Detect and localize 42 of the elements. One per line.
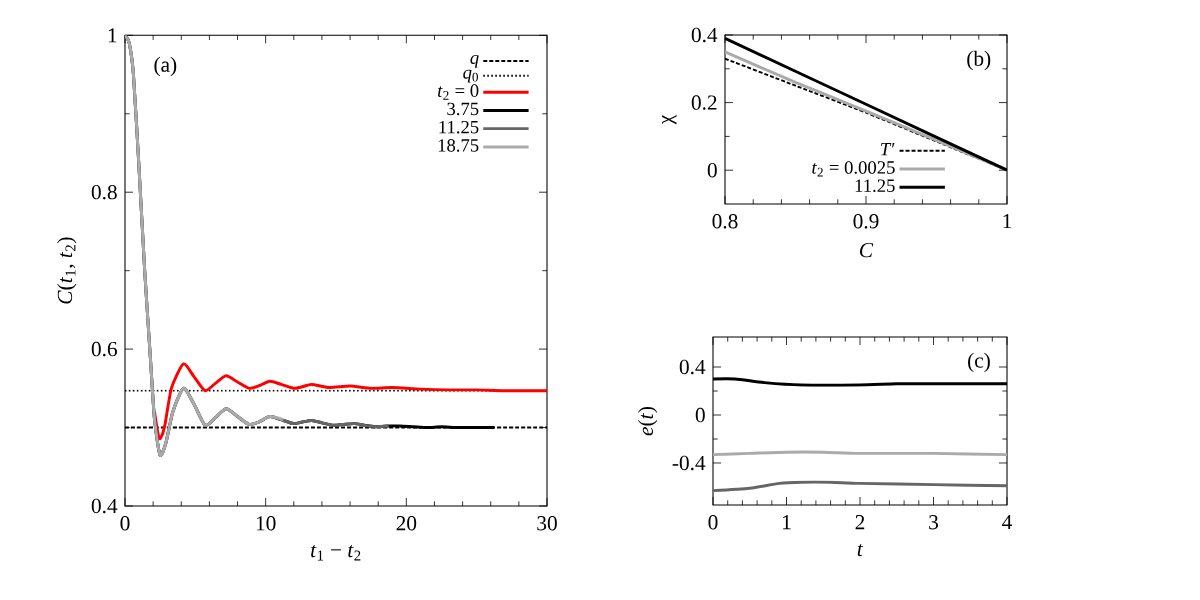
legend-label: q$_{0}$ bbox=[463, 69, 478, 83]
annotation: (b) bbox=[967, 50, 991, 71]
x-tick-label: 30 bbox=[537, 516, 557, 531]
y-tick-label: 1 bbox=[108, 28, 117, 43]
y-tick-label: -0.4 bbox=[672, 455, 706, 471]
y-tick-label: 0.4 bbox=[91, 498, 118, 514]
x-tick-label: 20 bbox=[396, 516, 417, 531]
x-tick-label: 1 bbox=[1003, 214, 1012, 229]
y-tick-label: 0.4 bbox=[679, 359, 706, 375]
legend-label: 11.25 bbox=[439, 120, 479, 134]
x-axis-title: C bbox=[859, 243, 874, 258]
y-tick-label: 0.6 bbox=[91, 341, 117, 357]
y-tick-label: 0.2 bbox=[691, 95, 717, 110]
y-axis-title: C(t$_{1}$, t$_{2}$) bbox=[57, 237, 77, 304]
x-tick-label: 0.8 bbox=[712, 214, 738, 229]
x-tick-label: 0.9 bbox=[853, 214, 879, 229]
x-tick-label: 1 bbox=[783, 515, 791, 530]
legend-label: T′ bbox=[881, 143, 895, 156]
y-tick-label: 0.4 bbox=[691, 27, 718, 43]
x-axis-title: t$_{1}$ − t$_{2}$ bbox=[311, 544, 361, 561]
legend-label: 18.75 bbox=[438, 139, 479, 152]
x-tick-label: 4 bbox=[1002, 515, 1012, 530]
x-tick-label: 2 bbox=[855, 515, 865, 530]
x-tick-label: 0 bbox=[120, 516, 130, 531]
line-series bbox=[125, 35, 285, 457]
y-tick-label: 0.8 bbox=[91, 184, 117, 200]
legend-label: 3.75 bbox=[447, 102, 479, 116]
line-series bbox=[153, 362, 547, 440]
line-series bbox=[713, 480, 1007, 493]
x-axis-title: t bbox=[857, 543, 864, 557]
legend-label: t$_{2}$ = 0.0025 bbox=[812, 161, 895, 177]
legend-label: 11.25 bbox=[855, 179, 895, 193]
annotation: (a) bbox=[154, 56, 177, 77]
y-axis-title: χ bbox=[662, 114, 677, 125]
x-tick-label: 10 bbox=[256, 516, 276, 531]
legend-label: q bbox=[470, 55, 479, 68]
y-tick-label: 0 bbox=[695, 407, 705, 423]
y-tick-label: 0 bbox=[707, 163, 717, 178]
y-axis-title: e(t) bbox=[638, 406, 658, 436]
x-tick-label: 3 bbox=[929, 515, 938, 530]
legend-label: t$_{2}$ = 0 bbox=[438, 84, 479, 100]
annotation: (c) bbox=[968, 352, 990, 373]
